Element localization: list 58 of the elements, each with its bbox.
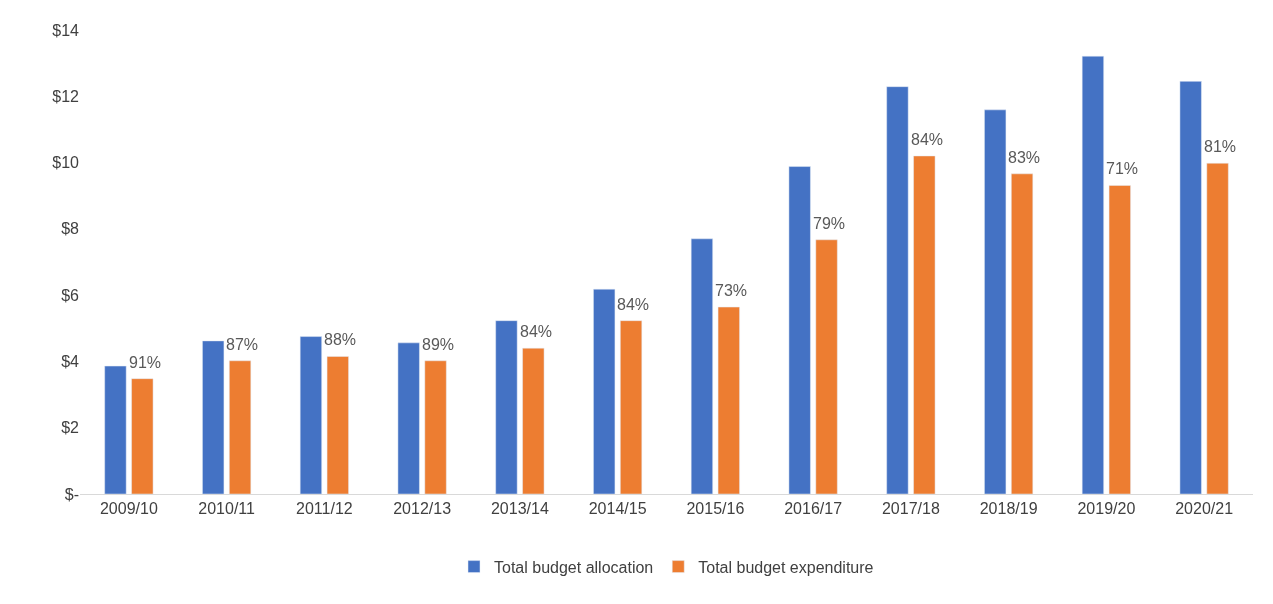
x-tick-label: 2015/16 (686, 500, 745, 518)
annotation: 83% (1008, 149, 1041, 166)
x-tick-label: 2016/17 (784, 500, 843, 518)
annotation: 84% (520, 323, 553, 340)
x-tick-label: 2012/13 (393, 500, 452, 518)
annotation: 71% (1106, 160, 1139, 177)
bar (815, 239, 838, 494)
annotation: 79% (813, 215, 846, 232)
x-tick-label: 2018/19 (979, 500, 1038, 518)
bar (620, 320, 643, 494)
bar (690, 238, 713, 494)
bar (886, 86, 909, 494)
y-tick-label: $2 (61, 419, 80, 437)
annotation: 73% (715, 282, 748, 299)
y-tick-label: $4 (61, 353, 80, 371)
legend-label: Total budget expenditure (698, 558, 874, 576)
y-tick-label: $10 (52, 154, 80, 172)
bar (104, 365, 127, 494)
x-tick-label: 2017/18 (881, 500, 940, 518)
x-tick-label: 2020/21 (1175, 500, 1234, 518)
bar (1108, 185, 1131, 494)
bar (299, 336, 322, 494)
y-tick-label: $14 (52, 21, 80, 39)
bar (593, 288, 616, 494)
bar (326, 356, 349, 494)
x-tick-label: 2010/11 (198, 500, 256, 518)
bar (788, 166, 811, 494)
bar (397, 342, 420, 494)
x-tick-label: 2014/15 (588, 500, 647, 518)
bar (984, 109, 1007, 494)
y-tick-label: $12 (52, 87, 80, 105)
annotation: 89% (422, 336, 455, 353)
bar (424, 360, 447, 494)
annotation: 87% (226, 336, 259, 353)
bar (913, 155, 936, 494)
annotation: 91% (129, 354, 162, 371)
annotation: 84% (911, 131, 944, 148)
y-tick-label: $8 (61, 220, 80, 238)
y-tick-label: $6 (61, 286, 80, 304)
legend-label: Total budget allocation (494, 558, 654, 576)
x-tick-label: 2019/20 (1077, 500, 1136, 518)
bar (229, 360, 252, 494)
y-tick-label: $- (64, 485, 79, 503)
bar (1011, 173, 1034, 494)
annotation: 81% (1204, 138, 1237, 155)
bar (522, 347, 545, 494)
bar (1206, 162, 1229, 494)
bar (495, 320, 518, 494)
bar (1081, 55, 1104, 494)
bar (131, 378, 154, 494)
annotation: 88% (324, 331, 357, 348)
bar (202, 340, 225, 494)
x-tick-label: 2013/14 (490, 500, 549, 518)
annotation: 84% (617, 296, 650, 313)
bar (717, 306, 740, 494)
x-tick-label: 2011/12 (296, 500, 353, 518)
bar (1179, 81, 1202, 494)
x-tick-label: 2009/10 (99, 500, 158, 518)
